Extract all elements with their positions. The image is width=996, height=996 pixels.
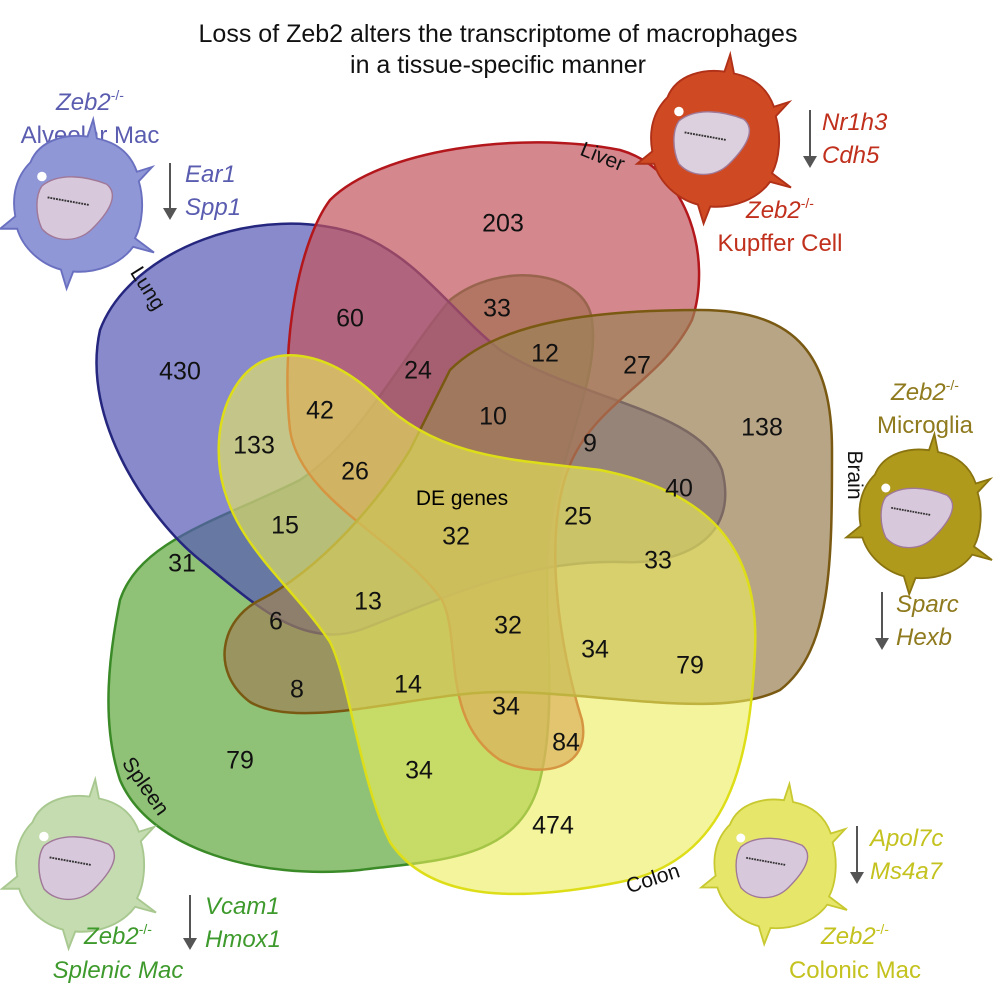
center-label: DE genes	[416, 487, 508, 510]
region-count: 14	[394, 671, 422, 699]
macrophage-icon	[0, 118, 155, 290]
cell-lung-gene: Spp1	[185, 194, 241, 221]
down-arrow-icon	[803, 110, 817, 168]
region-count: 33	[483, 295, 511, 323]
region-count: 42	[306, 397, 334, 425]
region-count: 430	[159, 358, 201, 386]
cell-lung: Zeb2-/- Alveolar Mac Ear1 Spp1	[0, 87, 241, 290]
macrophage-icon	[700, 783, 848, 946]
region-count: 40	[665, 475, 693, 503]
down-arrow-icon	[850, 826, 864, 884]
region-count: 26	[341, 458, 369, 486]
cell-spleen-gene: Hmox1	[205, 926, 281, 953]
region-count: 8	[290, 676, 304, 704]
region-count: 79	[676, 652, 704, 680]
set-colon-shape	[217, 354, 757, 896]
cell-spleen-name: Splenic Mac	[53, 957, 184, 984]
cell-colon-gene: Ms4a7	[870, 858, 944, 885]
cell-brain-name: Microglia	[877, 412, 974, 439]
cell-colon-genotype: Zeb2-/-	[820, 921, 889, 950]
region-count: 31	[168, 550, 196, 578]
region-count: 9	[583, 430, 597, 458]
region-count: 12	[531, 340, 559, 368]
region-count: 34	[581, 636, 609, 664]
set-label-brain: Brain	[843, 450, 866, 499]
down-arrow-icon	[183, 895, 197, 950]
cell-liver-gene: Nr1h3	[822, 109, 888, 136]
cell-brain: Zeb2-/- Microglia Sparc Hexb	[845, 377, 993, 651]
cell-liver-genotype: Zeb2-/-	[745, 195, 814, 224]
region-count: 32	[494, 612, 522, 640]
region-count: 203	[482, 210, 524, 238]
region-count: 79	[226, 747, 254, 775]
macrophage-icon	[636, 53, 792, 225]
region-counts: 203 60 33 430 12 27 24 42 10 138 133 9 2…	[159, 210, 783, 840]
region-count: 133	[233, 432, 275, 460]
region-count: 33	[644, 547, 672, 575]
cell-liver-gene: Cdh5	[822, 142, 880, 169]
cell-spleen-genotype: Zeb2-/-	[83, 921, 152, 950]
cell-brain-genotype: Zeb2-/-	[890, 377, 959, 406]
region-count: 84	[552, 729, 580, 757]
region-count: 25	[564, 503, 592, 531]
cell-colon-gene: Apol7c	[868, 825, 943, 852]
region-count: 6	[269, 608, 283, 636]
region-count: 34	[405, 757, 433, 785]
region-count: 15	[271, 512, 299, 540]
region-count: 60	[336, 305, 364, 333]
region-count: 34	[492, 693, 520, 721]
region-count: 27	[623, 352, 651, 380]
cell-colon: Apol7c Ms4a7 Zeb2-/- Colonic Mac	[700, 783, 944, 984]
region-count: 474	[532, 812, 574, 840]
figure-title-line2: in a tissue-specific manner	[350, 51, 646, 79]
cell-lung-gene: Ear1	[185, 161, 236, 188]
cell-liver: Nr1h3 Cdh5 Zeb2-/- Kupffer Cell	[636, 53, 888, 257]
cell-liver-name: Kupffer Cell	[718, 230, 843, 257]
region-count: 32	[442, 523, 470, 551]
region-count: 10	[479, 403, 507, 431]
macrophage-icon	[845, 433, 993, 596]
down-arrow-icon	[875, 592, 889, 650]
cell-spleen: Vcam1 Hmox1 Zeb2-/- Splenic Mac	[1, 778, 281, 984]
figure-title-line1: Loss of Zeb2 alters the transcriptome of…	[199, 20, 798, 48]
macrophage-icon	[1, 778, 157, 950]
cell-brain-gene: Sparc	[896, 591, 959, 618]
venn-sets	[95, 141, 834, 896]
region-count: 13	[354, 588, 382, 616]
cell-brain-gene: Hexb	[896, 624, 952, 651]
down-arrow-icon	[163, 163, 177, 220]
cell-colon-name: Colonic Mac	[789, 957, 921, 984]
region-count: 24	[404, 357, 432, 385]
region-count: 138	[741, 414, 783, 442]
cell-lung-genotype: Zeb2-/-	[55, 87, 124, 116]
cell-spleen-gene: Vcam1	[205, 893, 280, 920]
